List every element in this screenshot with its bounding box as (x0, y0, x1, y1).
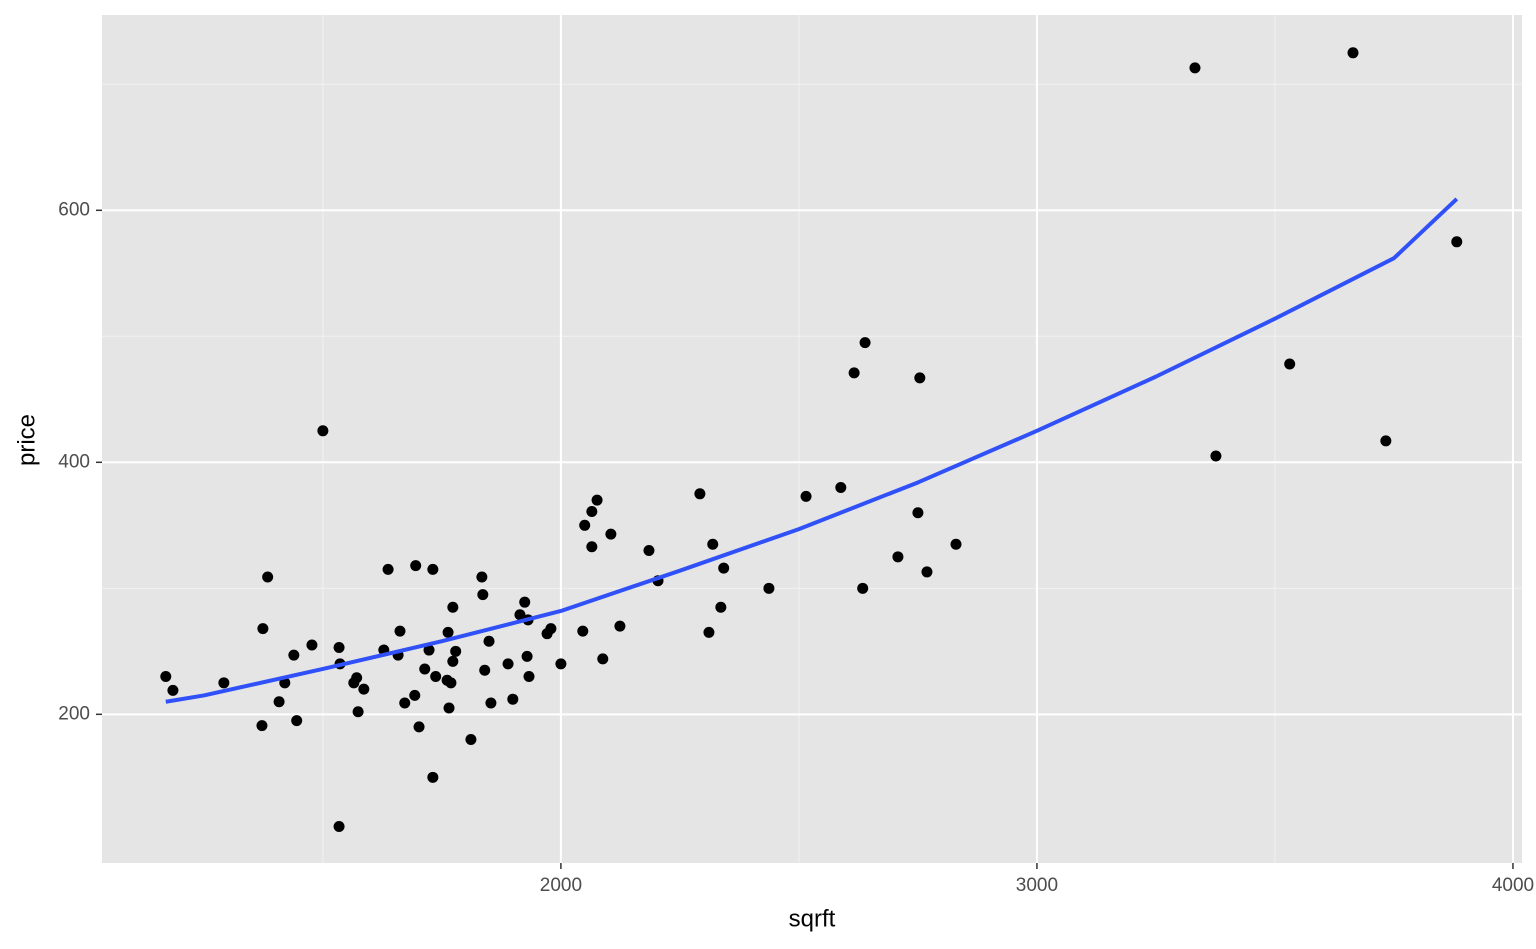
point (507, 693, 519, 705)
point (306, 639, 318, 651)
point (352, 706, 364, 718)
point (409, 689, 421, 701)
panel (102, 15, 1522, 863)
point (912, 507, 924, 519)
point (447, 601, 459, 613)
point (591, 494, 603, 506)
point (257, 623, 269, 635)
point (413, 721, 425, 733)
point (521, 650, 533, 662)
point (892, 551, 904, 563)
point (410, 560, 422, 572)
point (848, 367, 860, 379)
point (479, 664, 491, 676)
point (950, 538, 962, 550)
point (1451, 236, 1463, 248)
point (605, 528, 617, 540)
point (1189, 62, 1201, 74)
point (450, 645, 462, 657)
point (502, 658, 514, 670)
point (317, 425, 329, 437)
point (443, 702, 455, 714)
point (485, 697, 497, 709)
point (577, 625, 589, 637)
point (427, 563, 439, 575)
point (447, 655, 459, 667)
point (523, 671, 535, 683)
point (399, 697, 411, 709)
point (483, 635, 495, 647)
point (1347, 47, 1359, 59)
point (291, 715, 303, 727)
point (427, 771, 439, 783)
y-axis-title: price (13, 414, 40, 466)
point (800, 490, 812, 502)
point (394, 625, 406, 637)
point (694, 488, 706, 500)
fit-line (165, 197, 1459, 704)
point (256, 720, 268, 732)
point (465, 734, 477, 746)
point (519, 596, 531, 608)
point (921, 566, 933, 578)
point (477, 589, 489, 601)
point (333, 820, 345, 832)
point (514, 609, 526, 621)
point (445, 677, 457, 689)
point (218, 677, 230, 689)
point (614, 620, 626, 632)
point (160, 671, 172, 683)
point (914, 372, 926, 384)
grid (102, 15, 1522, 863)
point (333, 642, 345, 654)
x-tick-label: 2000 (540, 875, 582, 896)
point (859, 337, 871, 349)
point (273, 696, 285, 708)
point (703, 626, 715, 638)
point (167, 684, 179, 696)
y-tick-label: 400 (58, 451, 90, 472)
x-tick-label: 4000 (1492, 875, 1534, 896)
point (382, 563, 394, 575)
point (419, 663, 431, 675)
point (1284, 358, 1296, 370)
point (857, 582, 869, 594)
point (763, 582, 775, 594)
x-axis-title: sqrft (789, 905, 836, 932)
y-tick-label: 200 (58, 703, 90, 724)
point (555, 658, 567, 670)
point (351, 672, 363, 684)
marks (160, 47, 1463, 832)
point (442, 626, 454, 638)
point (707, 538, 719, 550)
point (835, 482, 847, 494)
point (423, 644, 435, 656)
point (715, 601, 727, 613)
point (586, 505, 598, 517)
point (262, 571, 274, 583)
point (579, 519, 591, 531)
point (288, 649, 300, 661)
point (430, 671, 442, 683)
x-tick-label: 3000 (1016, 875, 1058, 896)
point (545, 623, 557, 635)
point (1210, 450, 1222, 462)
point (358, 683, 370, 695)
y-tick-label: 600 (58, 199, 90, 220)
point (643, 545, 655, 557)
point (718, 562, 730, 574)
point (597, 653, 609, 665)
point (1380, 435, 1392, 447)
point (476, 571, 488, 583)
point (586, 541, 598, 553)
